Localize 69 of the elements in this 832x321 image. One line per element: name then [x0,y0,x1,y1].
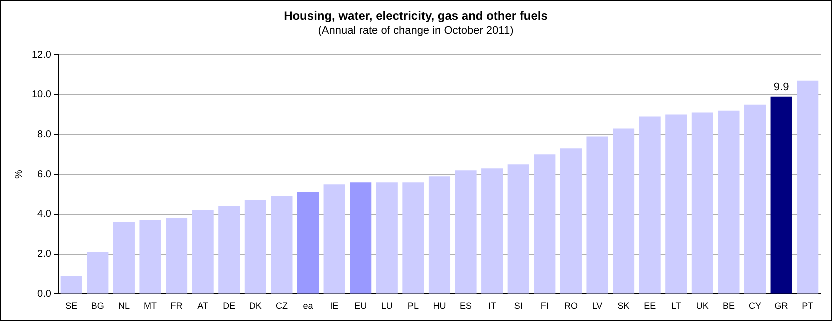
bar [534,154,556,294]
y-tick-label: 8.0 [38,129,52,140]
x-tick-label: EU [354,301,368,312]
bar [797,80,819,294]
bar [718,110,740,294]
y-tick-label: 12.0 [32,50,52,61]
bar [666,114,688,294]
bar [376,182,398,294]
y-tick-label: 10.0 [32,90,52,101]
x-tick-label: FI [540,301,549,312]
chart-title: Housing, water, electricity, gas and other fuels [283,9,549,23]
y-tick-label: 4.0 [38,209,52,220]
bar [192,210,214,294]
bar [508,164,530,294]
x-tick-label: IE [330,301,339,312]
bar [770,96,792,294]
bar [402,182,424,294]
bar [271,196,293,294]
data-label: 9.9 [774,81,790,94]
bar [166,218,188,294]
x-tick-label: MT [144,301,158,312]
x-tick-label: LU [381,301,393,312]
chart-subtitle: (Annual rate of change in October 2011) [317,25,515,37]
bar [113,222,135,294]
x-tick-label: SK [618,301,630,312]
bar [324,184,346,294]
y-tick-label: 6.0 [38,169,52,180]
x-tick-label: IT [488,301,497,312]
y-tick-label: 0.0 [38,288,52,300]
x-tick-label: UK [696,301,709,312]
bar [297,192,320,294]
x-tick-label: ES [460,301,472,312]
x-tick-label: DE [223,301,236,312]
bar [639,116,661,294]
bar [613,128,635,294]
x-tick-label: FR [170,301,184,312]
x-tick-label: NL [118,301,130,312]
x-tick-label: AT [198,301,209,312]
x-tick-label: SI [514,301,523,312]
x-tick-label: SE [66,301,78,312]
bar [60,276,82,294]
x-tick-label: EE [644,301,656,312]
bar [244,200,266,294]
bar [87,252,109,294]
bar [482,168,504,294]
x-tick-label: PL [408,301,419,312]
x-tick-label: LV [592,301,603,312]
bar [744,104,766,294]
x-tick-label: ea [303,301,314,312]
x-tick-label: HU [433,301,446,312]
bar [586,136,608,294]
bar [455,170,477,294]
bar [140,220,162,294]
y-axis-title: % [14,170,25,180]
bar [350,182,372,294]
x-tick-label: DK [249,301,262,312]
x-tick-label: LT [671,301,682,312]
bar [428,176,451,294]
x-tick-label: GR [774,301,789,312]
bar [218,206,240,294]
x-tick-label: RO [564,301,578,312]
y-tick-label: 2.0 [38,249,52,260]
x-tick-label: BE [722,301,735,312]
x-tick-label: CZ [276,301,288,312]
x-tick-label: CY [749,301,762,312]
bar [692,112,714,294]
bar [560,148,582,294]
x-tick-label: BG [91,301,104,312]
x-tick-label: PT [802,301,814,312]
